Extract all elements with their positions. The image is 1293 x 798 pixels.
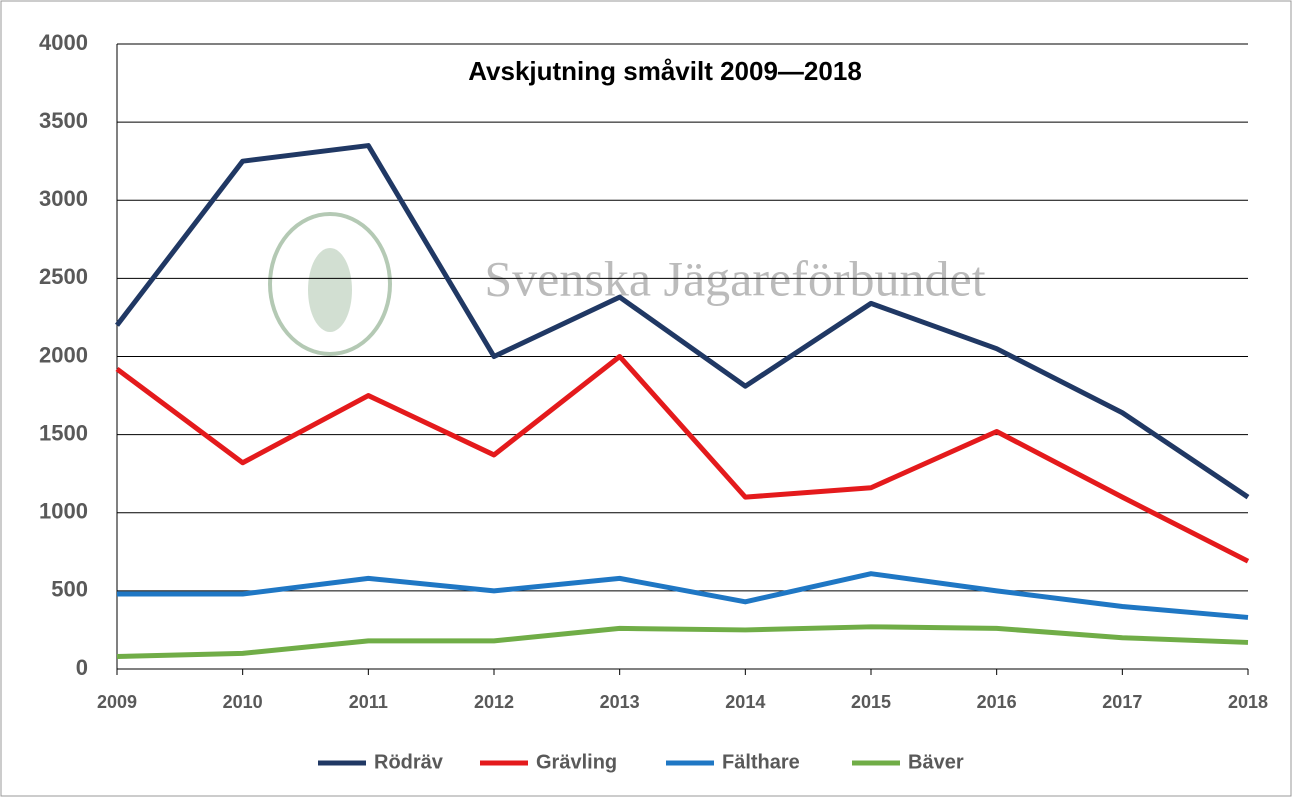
x-tick-label: 2015 bbox=[851, 692, 891, 712]
series-line bbox=[116, 624, 1249, 659]
y-tick-label: 1500 bbox=[39, 420, 88, 445]
x-tick-label: 2009 bbox=[97, 692, 137, 712]
y-tick-label: 0 bbox=[76, 655, 88, 680]
x-tick-label: 2016 bbox=[977, 692, 1017, 712]
legend-label: Fälthare bbox=[722, 751, 800, 773]
x-tick-label: 2013 bbox=[600, 692, 640, 712]
x-tick-label: 2012 bbox=[474, 692, 514, 712]
x-tick-label: 2017 bbox=[1102, 692, 1142, 712]
legend-label: Rödräv bbox=[374, 751, 444, 773]
logo-ring bbox=[268, 212, 392, 356]
x-tick-label: 2014 bbox=[725, 692, 765, 712]
x-tick-label: 2011 bbox=[349, 692, 388, 712]
y-tick-label: 2000 bbox=[39, 342, 88, 367]
y-tick-label: 4000 bbox=[39, 30, 88, 55]
y-tick-label: 3500 bbox=[39, 108, 88, 133]
series-line bbox=[115, 143, 1250, 500]
series-line bbox=[117, 571, 1249, 620]
x-tick-label: 2010 bbox=[223, 692, 263, 712]
legend-label: Grävling bbox=[536, 751, 617, 773]
y-tick-label: 1000 bbox=[39, 499, 88, 524]
legend-label: Bäver bbox=[908, 751, 964, 773]
chart-title: Avskjutning småvilt 2009—2018 bbox=[468, 56, 862, 86]
logo bbox=[268, 212, 392, 356]
logo-bird bbox=[308, 248, 352, 332]
y-tick-label: 500 bbox=[51, 577, 88, 602]
x-tick-label: 2018 bbox=[1228, 692, 1268, 712]
y-tick-label: 2500 bbox=[39, 264, 88, 289]
y-tick-label: 3000 bbox=[39, 186, 88, 211]
series-line bbox=[115, 354, 1250, 564]
